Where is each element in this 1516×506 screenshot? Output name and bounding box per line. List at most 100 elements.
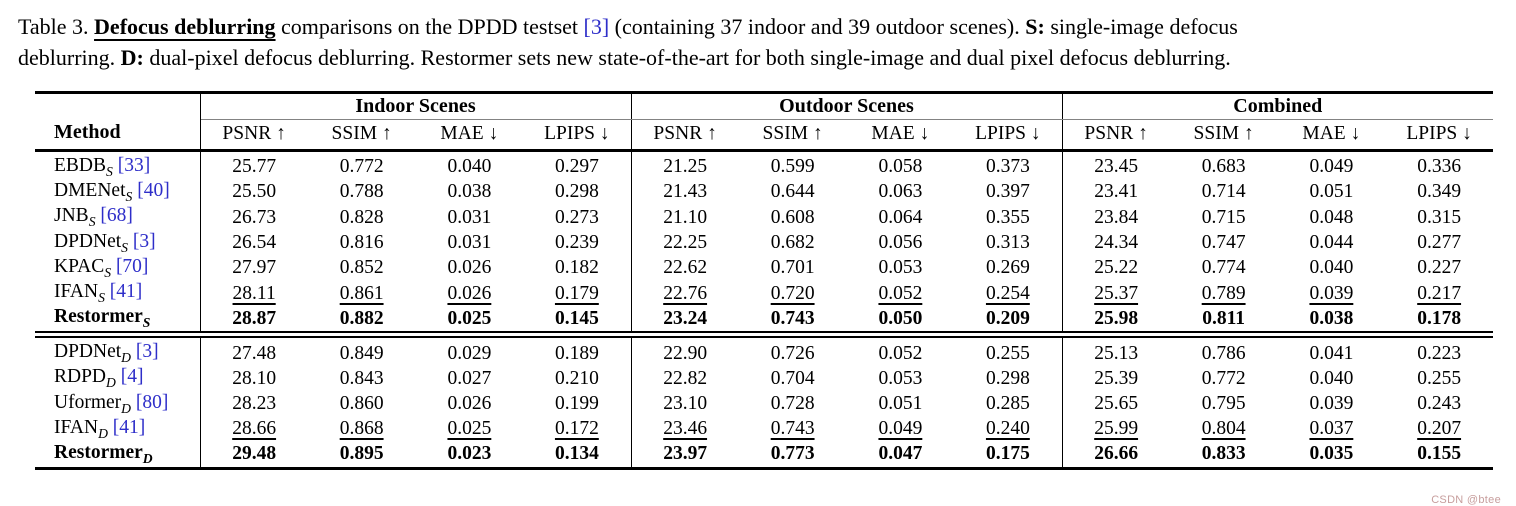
value-cell: 0.683 (1170, 150, 1278, 179)
dual-pixel-section: DPDNetD [3] 27.48 0.849 0.029 0.189 22.90 0.72… (35, 331, 1493, 469)
value-cell: 0.027 (416, 366, 524, 391)
value-cell: 0.025 (416, 306, 524, 334)
metric-value: 0.788 (339, 181, 384, 203)
value-cell: 0.040 (1278, 256, 1386, 281)
col-header-psnr: PSNR ↑ (200, 119, 308, 152)
metric-value: 0.273 (554, 206, 599, 228)
citation-link[interactable]: [3] (583, 14, 610, 39)
value-cell: 0.728 (739, 391, 847, 416)
caption-text: dual-pixel defocus deblurring. Restormer… (143, 45, 1231, 71)
metric-value: 0.644 (770, 181, 815, 203)
metric-value: 24.34 (1094, 232, 1139, 254)
metric-value: 0.178 (1417, 307, 1462, 329)
citation-link[interactable]: [70] (111, 255, 149, 277)
method-subscript: S (142, 315, 151, 331)
value-cell: 0.860 (308, 391, 416, 416)
table-row: IFAND [41] 28.66 0.868 0.025 0.172 23.46 0.743… (35, 416, 1493, 442)
method-subscript: D (121, 400, 131, 416)
metric-value: 0.134 (554, 443, 599, 465)
metric-value: 0.026 (447, 257, 492, 279)
metric-value: 0.747 (1201, 232, 1246, 254)
table-row: RestormerD 29.48 0.895 0.023 0.134 23.97 0.773… (35, 441, 1493, 469)
value-cell: 25.65 (1062, 391, 1170, 416)
value-cell: 0.297 (523, 150, 632, 180)
citation-link[interactable]: [80] (131, 391, 169, 413)
value-cell: 0.682 (739, 230, 847, 255)
citation-link[interactable]: [68] (95, 205, 133, 227)
value-cell: 0.336 (1385, 150, 1493, 179)
value-cell: 25.50 (200, 180, 308, 205)
method-cell: JNBS [68] (35, 205, 201, 231)
group-header-row: Method Indoor Scenes Outdoor Scenes Comb… (35, 92, 1493, 152)
method-subscript: S (88, 214, 96, 230)
value-cell: 0.701 (739, 256, 847, 281)
value-cell: 21.43 (631, 180, 739, 205)
metric-value: 22.62 (663, 257, 708, 279)
method-name: RestormerD (54, 441, 153, 466)
metric-value: 0.811 (1202, 307, 1246, 329)
metric-value: 0.682 (770, 232, 815, 254)
value-cell: 25.37 (1062, 281, 1170, 306)
value-cell: 0.049 (1278, 150, 1386, 179)
value-cell: 0.895 (308, 442, 416, 468)
value-cell: 0.795 (1170, 391, 1278, 416)
metric-value: 23.41 (1094, 181, 1139, 203)
method-name: IFAND (54, 416, 108, 441)
value-cell: 0.644 (739, 180, 847, 205)
method-name: DPDNetS (54, 230, 128, 255)
metric-value: 0.833 (1201, 443, 1246, 465)
col-header-mae: MAE ↓ (846, 119, 955, 152)
citation-link[interactable]: [3] (128, 230, 156, 252)
metric-value: 0.031 (447, 232, 492, 254)
value-cell: 0.254 (954, 280, 1063, 307)
metric-value: 0.743 (770, 307, 815, 329)
metric-value: 23.45 (1094, 156, 1139, 178)
metric-value: 25.77 (232, 156, 277, 178)
metric-value: 0.816 (339, 232, 384, 254)
value-cell: 0.240 (954, 416, 1063, 442)
col-header-ssim: SSIM ↑ (1169, 119, 1278, 152)
value-cell: 0.714 (1170, 180, 1278, 205)
metric-value: 0.277 (1417, 232, 1462, 254)
citation-link[interactable]: [40] (132, 180, 170, 201)
metric-value: 0.040 (1309, 367, 1354, 389)
citation-link[interactable]: [3] (131, 341, 159, 363)
metric-value: 0.774 (1201, 257, 1246, 279)
citation-link[interactable]: [41] (104, 281, 143, 303)
value-cell: 0.243 (1385, 391, 1493, 416)
value-cell: 0.743 (739, 306, 847, 334)
metric-value: 0.743 (770, 418, 815, 440)
method-cell: DPDNetD [3] (35, 331, 201, 367)
metric-value: 0.860 (339, 393, 384, 414)
value-cell: 0.772 (308, 150, 416, 179)
metric-value: 0.227 (1417, 257, 1462, 279)
value-cell: 0.217 (1385, 281, 1493, 306)
value-cell: 0.064 (847, 205, 955, 230)
metric-value: 0.207 (1417, 418, 1462, 440)
metric-value: 0.243 (1417, 393, 1462, 414)
value-cell: 0.189 (523, 331, 632, 367)
col-header-lpips: LPIPS ↓ (954, 119, 1063, 152)
table-caption: Table 3. Defocus deblurring comparisons … (18, 11, 1499, 74)
value-cell: 0.849 (307, 331, 416, 367)
method-subscript: S (106, 163, 113, 179)
method-cell: IFANS [41] (35, 280, 201, 307)
metric-value: 23.97 (663, 443, 708, 465)
citation-link[interactable]: [41] (107, 416, 146, 438)
metric-value: 0.297 (554, 156, 599, 178)
value-cell: 0.816 (308, 230, 416, 255)
value-cell: 0.715 (1170, 205, 1278, 230)
value-cell: 23.84 (1062, 205, 1170, 230)
value-cell: 0.179 (523, 280, 632, 307)
metric-value: 0.715 (1201, 206, 1246, 228)
metric-value: 0.049 (878, 418, 923, 440)
citation-link[interactable]: [33] (112, 154, 151, 176)
value-cell: 23.41 (1062, 180, 1170, 205)
metric-value: 0.048 (1309, 206, 1354, 228)
metric-value: 0.397 (985, 181, 1030, 203)
metric-value: 0.895 (339, 443, 384, 465)
method-subscript: D (98, 425, 108, 441)
metric-value: 21.10 (663, 206, 708, 228)
metric-value: 0.795 (1201, 393, 1246, 414)
citation-link[interactable]: [4] (115, 366, 144, 388)
